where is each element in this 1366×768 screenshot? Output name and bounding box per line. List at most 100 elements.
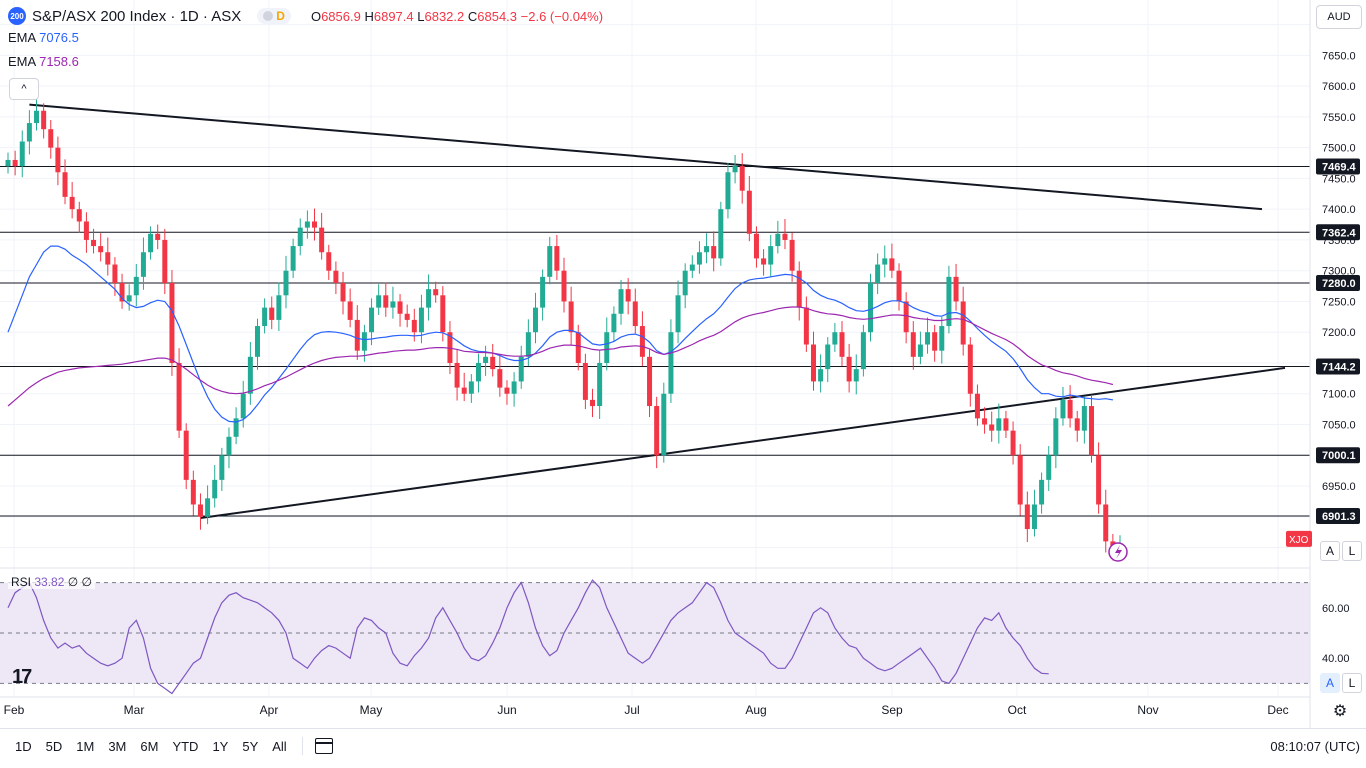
candle-body [447, 332, 453, 363]
candle-body [675, 295, 681, 333]
candle-body [247, 356, 253, 394]
price-tick-label: 6950.0 [1322, 481, 1356, 493]
ema-slow-line [7, 306, 1114, 407]
candle-body [725, 172, 731, 210]
candle-body [860, 332, 866, 370]
candle-body [782, 233, 788, 240]
candle-body [547, 246, 553, 277]
level-tag [1316, 358, 1360, 375]
candle-body [376, 295, 382, 308]
time-axis[interactable]: Feb Mar Apr May Jun Jul Aug Sep Oct Nov Dec [0, 696, 1310, 717]
candle-body [561, 270, 567, 302]
candle-body [953, 276, 959, 302]
symbol-title[interactable]: S&P/ASX 200 Index · 1D · ASX [32, 7, 242, 25]
calendar-icon[interactable] [314, 738, 333, 754]
candle-body [582, 362, 588, 400]
ema-fast-line [7, 245, 1113, 423]
candle-body [1074, 418, 1080, 431]
candle-body [126, 295, 132, 302]
collapse-legend-button[interactable]: ^ [9, 78, 39, 100]
range-button-1d[interactable]: 1D [15, 738, 32, 754]
range-button-6m[interactable]: 6M [140, 738, 159, 754]
candle-body [176, 362, 182, 431]
price-tick-label: 7450.0 [1322, 173, 1356, 185]
ema-fast-legend[interactable]: EMA 7076.5 [8, 30, 79, 45]
candle-body [1053, 418, 1059, 456]
candle-body [568, 301, 574, 333]
candle-body [846, 356, 852, 382]
candle-body [661, 393, 667, 456]
level-tag [1316, 275, 1360, 291]
data-status-pill[interactable]: D [257, 8, 291, 24]
price-tick-label: 7100.0 [1322, 389, 1356, 401]
candle-body [590, 399, 596, 407]
chevron-up-icon: ^ [21, 83, 27, 95]
candle-body [554, 246, 560, 271]
candle-body [183, 430, 189, 480]
level-tag-label: 7469.4 [1322, 161, 1357, 173]
ema-lines [7, 245, 1128, 562]
candle-body [26, 123, 32, 142]
candle-body [518, 356, 524, 382]
price-tick-label: 7500.0 [1322, 143, 1356, 155]
candle-body [76, 209, 82, 222]
candle-body [739, 166, 745, 191]
level-tag-label: 7144.2 [1322, 362, 1356, 374]
candle-body [418, 307, 424, 333]
candle-body [810, 344, 816, 382]
time-tick-label: Jun [497, 703, 516, 717]
candle-body [917, 344, 923, 357]
level-tag-label: 7362.4 [1322, 227, 1357, 239]
candle-body [896, 270, 902, 302]
candle-body [604, 332, 610, 363]
candle-body [426, 289, 432, 308]
range-button-3m[interactable]: 3M [108, 738, 127, 754]
rsi-tick-label: 60.00 [1322, 603, 1350, 615]
trendlines [29, 103, 1286, 520]
candle-body [212, 479, 218, 499]
symbol-tag-label: XJO [1289, 535, 1309, 546]
candle-body [233, 418, 239, 437]
candle-body [625, 289, 631, 302]
log-scale-button[interactable]: L [1342, 541, 1362, 561]
candle-body [868, 283, 874, 333]
auto-scale-button[interactable]: A [1320, 541, 1340, 561]
ema-slow-legend[interactable]: EMA 7158.6 [8, 54, 79, 69]
rsi-log-scale-button[interactable]: L [1342, 673, 1362, 693]
candle-body [340, 283, 346, 302]
candle-body [989, 424, 995, 431]
candle-body [853, 369, 859, 382]
candle-body [525, 332, 531, 357]
range-button-1y[interactable]: 1Y [212, 738, 229, 754]
rsi-legend[interactable]: RSI 33.82 ∅ ∅ [8, 575, 95, 589]
candle-body [689, 264, 695, 271]
range-button-ytd[interactable]: YTD [172, 738, 199, 754]
level-tag-label: 7000.1 [1322, 450, 1356, 462]
currency-selector[interactable]: AUD [1316, 5, 1362, 29]
candle-body [269, 307, 275, 320]
utc-clock[interactable]: 08:10:07 (UTC) [1270, 738, 1360, 754]
candle-body [839, 332, 845, 357]
ohlc-values: O6856.9 H6897.4 L6832.2 C6854.3 −2.6 (−0… [310, 8, 604, 24]
candle-body [119, 283, 125, 302]
ema-fast-value: 7076.5 [39, 30, 79, 45]
settings-gear-icon[interactable]: ⚙ [1332, 703, 1348, 720]
horizontal-levels [0, 165, 1310, 517]
candle-body [369, 307, 375, 333]
rsi-tick-label: 40.00 [1322, 653, 1350, 665]
candle-body [668, 332, 674, 394]
rsi-auto-scale-button[interactable]: A [1320, 673, 1340, 693]
candle-body [83, 221, 89, 240]
range-button-all[interactable]: All [272, 738, 287, 754]
candle-body [1024, 504, 1030, 530]
candle-body [19, 141, 25, 167]
candle-body [262, 307, 268, 327]
range-button-5d[interactable]: 5D [45, 738, 63, 754]
candle-body [312, 221, 318, 228]
range-button-1m[interactable]: 1M [76, 738, 95, 754]
candle-body [825, 344, 831, 370]
range-button-5y[interactable]: 5Y [242, 738, 259, 754]
low-value: 6832.2 [424, 8, 465, 24]
rsi-value: 33.82 [34, 575, 65, 589]
